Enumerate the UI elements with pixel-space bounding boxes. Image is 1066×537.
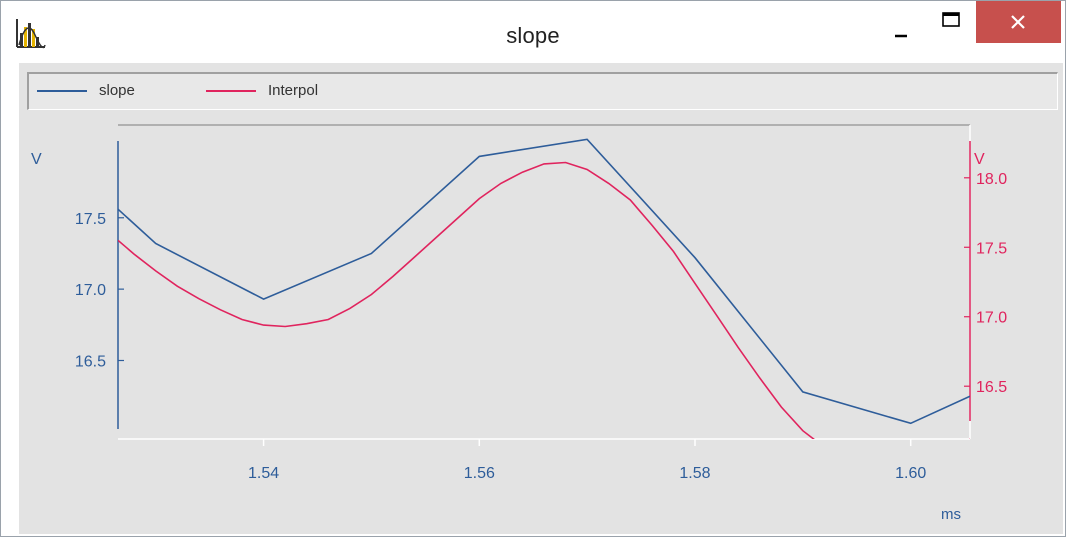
left-y-axis-unit: V <box>31 151 42 168</box>
maximize-button[interactable] <box>929 1 973 41</box>
right-y-tick-label: 16.5 <box>976 379 1007 396</box>
x-axis-unit: ms <box>941 506 961 523</box>
close-icon <box>1011 15 1025 29</box>
legend-label-interpol: Interpol <box>268 82 319 99</box>
minimize-button[interactable] <box>879 1 923 41</box>
title-bar[interactable]: slope <box>1 1 1065 63</box>
chart-app-icon <box>16 19 46 49</box>
x-tick-label: 1.54 <box>248 465 279 482</box>
series-line-interpol <box>118 161 970 439</box>
client-area <box>19 63 1063 534</box>
x-tick-label: 1.58 <box>679 465 710 482</box>
left-y-tick-label: 17.5 <box>75 211 106 228</box>
legend-swatch-slope <box>37 90 87 93</box>
right-y-tick-label: 18.0 <box>976 171 1007 188</box>
right-y-tick-label: 17.0 <box>976 310 1007 327</box>
maximize-icon <box>942 12 960 27</box>
window-title: slope <box>506 23 560 48</box>
right-y-axis-unit: V <box>974 151 985 168</box>
series-line-slope <box>118 138 970 425</box>
left-y-tick-label: 17.0 <box>75 282 106 299</box>
legend: slope Interpol <box>27 72 1058 110</box>
minimize-icon <box>895 34 907 38</box>
legend-label-slope: slope <box>99 82 135 99</box>
x-tick-label: 1.60 <box>895 465 926 482</box>
legend-item-slope: slope <box>37 82 135 99</box>
legend-item-interpol: Interpol <box>206 82 318 99</box>
x-tick-label: 1.56 <box>464 465 495 482</box>
right-y-tick-label: 17.5 <box>976 240 1007 257</box>
legend-swatch-interpol <box>206 90 256 93</box>
close-button[interactable] <box>976 1 1061 43</box>
left-y-tick-label: 16.5 <box>75 354 106 371</box>
